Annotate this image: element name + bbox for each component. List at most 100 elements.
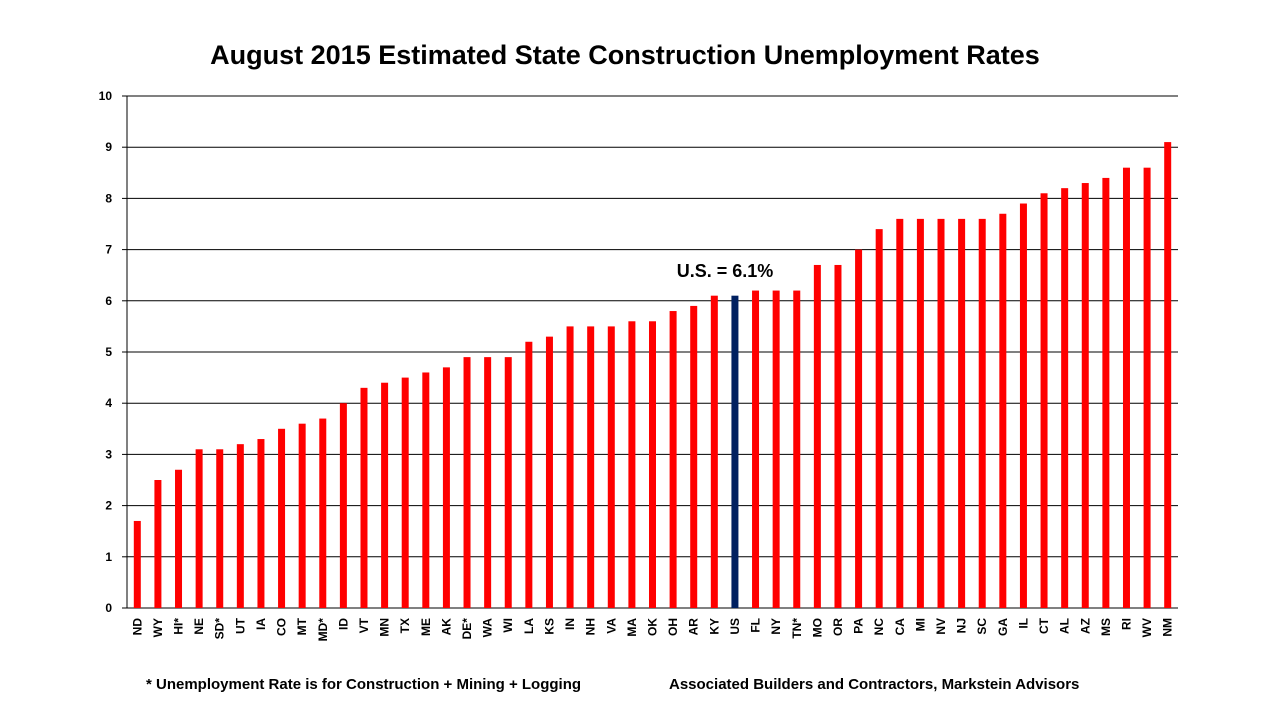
bar-wv — [1143, 167, 1151, 608]
bar-nc — [875, 229, 883, 608]
bar-mn — [381, 382, 389, 608]
bar-oh — [669, 311, 677, 608]
bar-nv — [937, 218, 945, 608]
bar-ri — [1122, 167, 1130, 608]
bar-sc — [978, 218, 986, 608]
x-tick-label: WY — [151, 618, 165, 637]
x-tick-label: SC — [975, 618, 989, 635]
footnote-asterisk: * Unemployment Rate is for Construction … — [146, 676, 582, 693]
bar-ar — [690, 305, 698, 608]
x-tick-label: SD* — [213, 618, 227, 640]
x-tick-label: US — [728, 618, 742, 635]
y-tick-label: 5 — [105, 345, 112, 359]
x-tick-label: ND — [130, 618, 144, 636]
x-tick-label: NC — [872, 618, 886, 636]
y-tick-label: 6 — [105, 294, 112, 308]
y-tick-label: 3 — [105, 447, 112, 461]
bar-wi — [504, 357, 512, 608]
bar-tx — [401, 377, 409, 608]
x-tick-label: AZ — [1078, 618, 1092, 634]
x-tick-label: GA — [996, 618, 1010, 636]
bar-tn — [793, 290, 801, 608]
chart-title: August 2015 Estimated State Construction… — [210, 40, 1040, 70]
bar-al — [1061, 188, 1069, 608]
bar-ok — [649, 321, 656, 608]
y-tick-label: 8 — [105, 191, 112, 205]
x-tick-label: PA — [852, 618, 866, 634]
bar-mi — [916, 218, 924, 608]
x-tick-label: WV — [1140, 618, 1154, 637]
x-tick-label: MT — [295, 617, 309, 635]
bar-ms — [1102, 177, 1110, 609]
y-tick-label: 7 — [105, 243, 112, 257]
x-tick-label: TX — [398, 618, 412, 633]
y-tick-label: 9 — [105, 140, 112, 154]
x-tick-label: NM — [1161, 618, 1175, 637]
x-tick-label: MI — [913, 618, 927, 631]
x-tick-label: AR — [687, 618, 701, 636]
x-tick-label: NE — [192, 618, 206, 635]
bar-me — [422, 372, 430, 608]
bar-wy — [154, 480, 162, 608]
bar-az — [1081, 183, 1089, 609]
bars — [133, 142, 1172, 609]
x-tick-label: OK — [646, 618, 660, 636]
bar-vt — [360, 387, 368, 608]
x-tick-label: ID — [336, 618, 350, 630]
bar-ut — [236, 444, 244, 608]
y-tick-label: 4 — [105, 396, 112, 410]
x-tick-label: VT — [357, 617, 371, 633]
bar-nm — [1164, 142, 1172, 608]
footnote-source: Associated Builders and Contractors, Mar… — [669, 676, 1080, 693]
x-tick-label: WA — [481, 618, 495, 638]
tick-labels: 0 1 2 3 4 5 6 7 8 9 10 ND WY HI* NE SD* UT IA CO MT MD* ID VT M… — [99, 89, 1175, 641]
bar-mt — [298, 423, 306, 608]
us-annotation: U.S. = 6.1% — [677, 261, 774, 281]
x-tick-label: IL — [1016, 618, 1030, 629]
x-tick-label: OH — [666, 618, 680, 636]
bar-sd — [216, 449, 224, 608]
bar-co — [278, 428, 286, 608]
x-tick-label: ME — [419, 618, 433, 636]
bar-us — [731, 295, 739, 608]
x-tick-label: OR — [831, 618, 845, 636]
x-tick-label: MS — [1099, 618, 1113, 636]
x-tick-label: NJ — [955, 618, 969, 633]
bar-in — [566, 326, 574, 608]
bar-nd — [133, 520, 141, 608]
bar-id — [339, 403, 347, 608]
x-tick-label: AK — [439, 618, 453, 636]
x-tick-label: IN — [563, 618, 577, 630]
x-tick-label: TN* — [790, 618, 804, 639]
x-tick-label: CA — [893, 618, 907, 636]
y-tick-label: 0 — [105, 601, 112, 615]
x-tick-label: RI — [1119, 618, 1133, 630]
bar-ct — [1040, 193, 1048, 608]
x-tick-label: KS — [542, 618, 556, 635]
bar-nh — [587, 326, 595, 608]
bar-va — [607, 326, 615, 608]
x-tick-label: MD* — [316, 618, 330, 642]
bar-de — [463, 357, 471, 608]
x-tick-label: FL — [749, 618, 763, 633]
bar-wa — [484, 357, 492, 608]
x-tick-label: NH — [584, 618, 598, 635]
x-tick-label: MA — [625, 618, 639, 637]
bar-ca — [896, 218, 904, 608]
bar-mo — [813, 264, 821, 608]
x-tick-label: CT — [1037, 617, 1051, 634]
y-tick-label: 10 — [99, 89, 113, 103]
x-tick-label: KY — [707, 618, 721, 635]
x-tick-label: VA — [604, 618, 618, 634]
x-tick-label: CO — [275, 618, 289, 636]
bar-ak — [442, 367, 450, 608]
x-tick-label: NY — [769, 618, 783, 635]
bar-ky — [710, 295, 718, 608]
bar-la — [525, 341, 533, 608]
y-tick-label: 2 — [105, 499, 112, 513]
bar-ne — [195, 449, 203, 608]
bar-fl — [752, 290, 760, 608]
x-tick-label: HI* — [172, 618, 186, 635]
bar-ks — [545, 336, 553, 608]
